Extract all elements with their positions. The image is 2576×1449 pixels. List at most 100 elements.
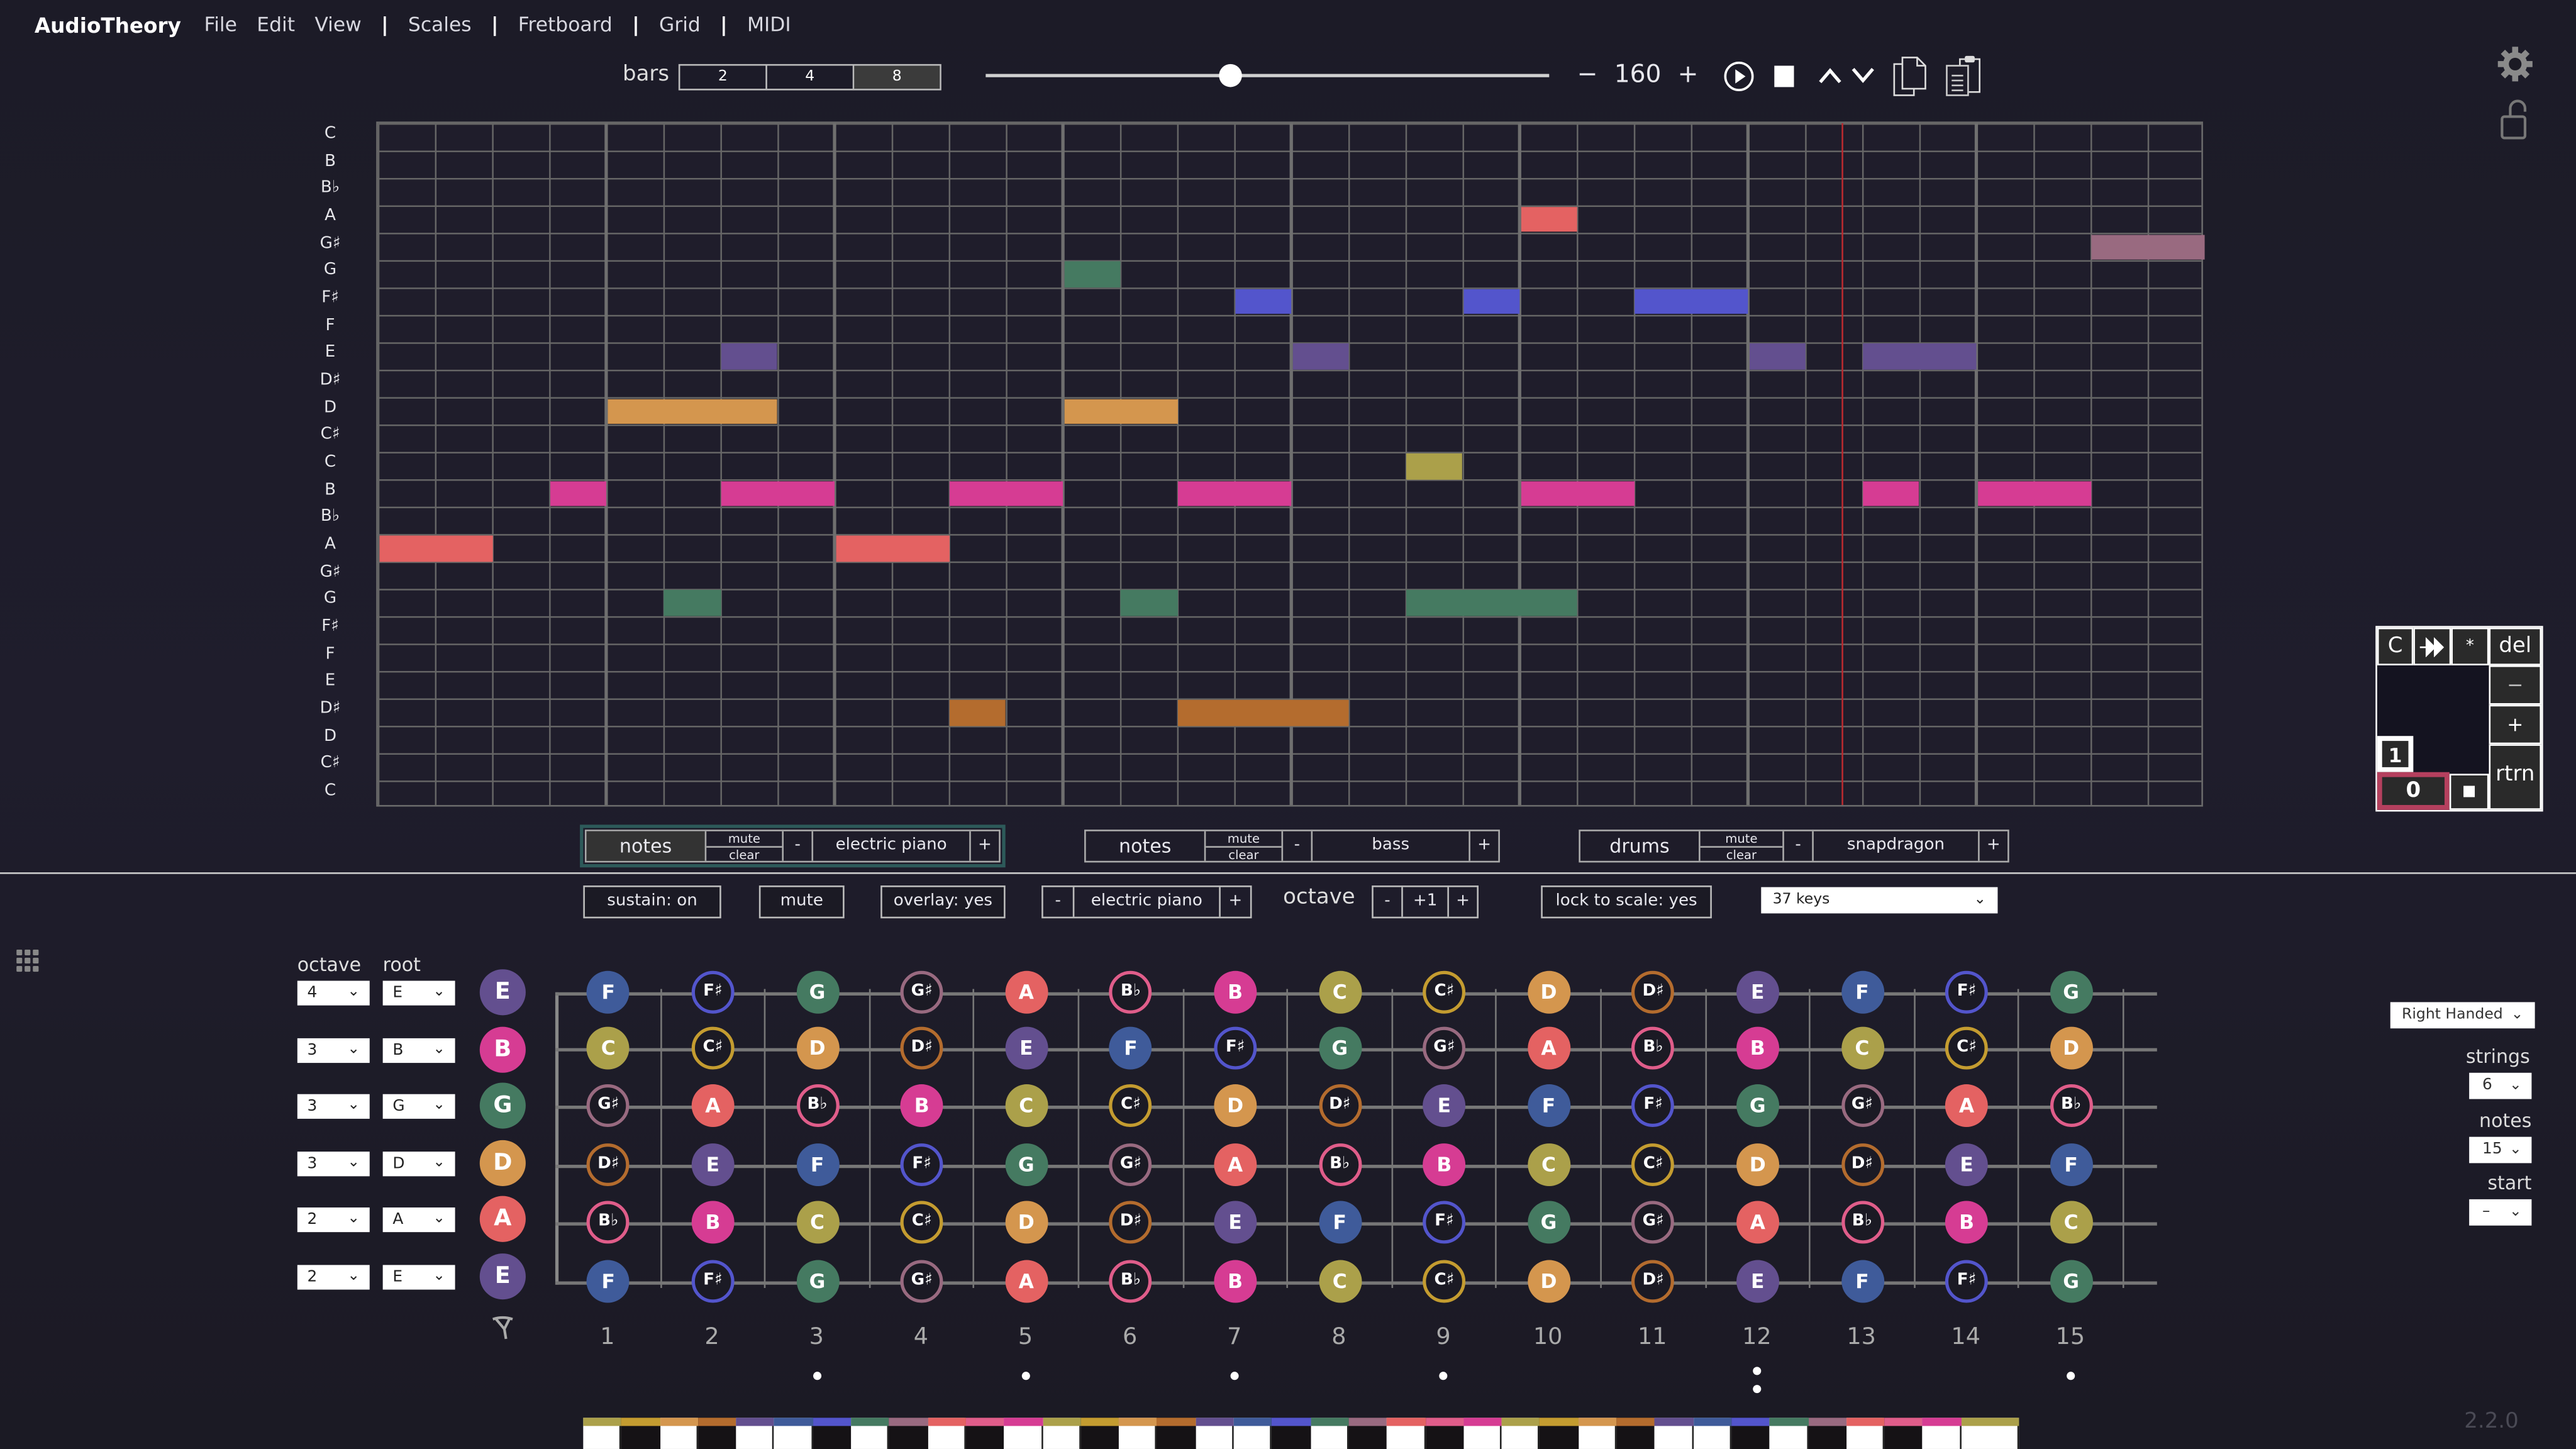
note-block[interactable] (1292, 343, 1348, 370)
fret-note[interactable]: F♯ (1423, 1201, 1466, 1244)
fret-note[interactable]: B♭ (1109, 970, 1152, 1014)
fret-note[interactable]: D♯ (1631, 1260, 1675, 1303)
fret-note[interactable]: D (1004, 1201, 1048, 1244)
fret-note[interactable]: F♯ (1631, 1084, 1675, 1127)
note-block[interactable] (835, 535, 949, 562)
fret-note[interactable]: B♭ (1840, 1201, 1884, 1244)
menu-file[interactable]: File (204, 13, 237, 36)
track-type-button[interactable]: notes (586, 831, 705, 861)
fret-note[interactable]: G♯ (1840, 1084, 1884, 1127)
fret-note[interactable]: G (1527, 1201, 1570, 1244)
string-root-select[interactable]: E ⌄ (382, 980, 455, 1006)
octave-increase-button[interactable]: + (1447, 887, 1477, 917)
fret-note[interactable]: A (691, 1084, 735, 1127)
fret-note[interactable]: C (796, 1201, 839, 1244)
fret-note[interactable]: F (1318, 1201, 1362, 1244)
position-slider-thumb[interactable] (1219, 64, 1242, 87)
fret-note[interactable]: C (1527, 1143, 1570, 1187)
fret-note[interactable]: C♯ (1631, 1143, 1675, 1187)
string-octave-select[interactable]: 3 ⌄ (297, 1094, 370, 1119)
fret-note[interactable]: F♯ (691, 970, 735, 1014)
tempo-increase-button[interactable]: + (1677, 59, 1699, 89)
gear-icon[interactable] (2497, 46, 2533, 82)
instrument-next-button[interactable]: + (1219, 887, 1250, 917)
string-root-select[interactable]: E ⌄ (382, 1265, 455, 1290)
tuning-fork-icon[interactable] (489, 1314, 516, 1341)
fret-note[interactable]: F♯ (1945, 1260, 1989, 1303)
note-block[interactable] (1177, 480, 1292, 507)
note-block[interactable] (607, 398, 778, 425)
note-block[interactable] (663, 590, 721, 616)
keypad-delete-button[interactable]: del (2489, 627, 2542, 665)
mute-button[interactable]: mute (758, 885, 845, 919)
track-clear-button[interactable]: clear (729, 847, 760, 863)
fret-note[interactable]: E (1736, 1260, 1779, 1303)
fret-note[interactable]: B (691, 1201, 735, 1244)
fret-note[interactable]: F (1840, 970, 1884, 1014)
fret-note[interactable]: G (1318, 1026, 1362, 1070)
note-length-value[interactable]: 1 (2377, 736, 2414, 772)
fret-note[interactable]: B♭ (587, 1201, 630, 1244)
octave-decrease-button[interactable]: - (1374, 887, 1403, 917)
fret-note[interactable]: B (1423, 1143, 1466, 1187)
string-octave-select[interactable]: 3 ⌄ (297, 1152, 370, 1177)
fret-note[interactable]: C (1318, 970, 1362, 1014)
fret-note[interactable]: F♯ (691, 1260, 735, 1303)
fret-note[interactable]: G♯ (1109, 1143, 1152, 1187)
paste-icon[interactable] (1945, 54, 1981, 97)
note-block[interactable] (1121, 590, 1177, 616)
fret-note[interactable]: E (691, 1143, 735, 1187)
string-root-select[interactable]: G ⌄ (382, 1094, 455, 1119)
note-block[interactable] (1235, 289, 1292, 315)
fret-note[interactable]: E (1004, 1026, 1048, 1070)
fret-note[interactable]: D♯ (1318, 1084, 1362, 1127)
open-string-note[interactable]: G (479, 1082, 526, 1129)
fret-note[interactable]: C (1318, 1260, 1362, 1303)
fret-note[interactable]: C (1840, 1026, 1884, 1070)
handedness-select[interactable]: Right Handed ⌄ (2390, 1002, 2535, 1029)
track-mute-button[interactable]: mute (1700, 831, 1783, 848)
keys-count-select[interactable]: 37 keys ⌄ (1761, 887, 1998, 914)
fret-note[interactable]: D (1527, 1260, 1570, 1303)
string-octave-select[interactable]: 2 ⌄ (297, 1207, 370, 1233)
instrument-prev-button[interactable]: - (784, 831, 814, 861)
bars-8-button[interactable]: 8 (854, 65, 940, 89)
string-octave-select[interactable]: 2 ⌄ (297, 1265, 370, 1290)
fret-note[interactable]: E (1423, 1084, 1466, 1127)
fret-note[interactable]: C♯ (1945, 1026, 1989, 1070)
fret-note[interactable]: F (1109, 1026, 1152, 1070)
fret-note[interactable]: C♯ (691, 1026, 735, 1070)
fret-note[interactable]: B (1945, 1201, 1989, 1244)
fret-note[interactable]: G (2050, 1260, 2093, 1303)
fret-note[interactable]: C♯ (1423, 1260, 1466, 1303)
menu-fretboard[interactable]: Fretboard (518, 13, 613, 36)
piano-roll-grid[interactable] (376, 121, 2205, 807)
fret-note[interactable]: G (2050, 970, 2093, 1014)
note-block[interactable] (1177, 700, 1348, 726)
fret-note[interactable]: G♯ (587, 1084, 630, 1127)
position-slider-track[interactable] (985, 74, 1550, 77)
note-block[interactable] (721, 480, 835, 507)
fret-note[interactable]: D (796, 1026, 839, 1070)
fret-note[interactable]: C♯ (1423, 970, 1466, 1014)
fret-note[interactable]: B♭ (1109, 1260, 1152, 1303)
open-string-note[interactable]: E (479, 1253, 526, 1300)
instrument-next-button[interactable]: + (1978, 831, 2007, 861)
fret-note[interactable]: E (1214, 1201, 1257, 1244)
fret-note[interactable]: D♯ (1840, 1143, 1884, 1187)
lock-to-scale-toggle[interactable]: lock to scale: yes (1541, 885, 1712, 919)
note-block[interactable] (1063, 398, 1177, 425)
string-root-select[interactable]: B ⌄ (382, 1038, 455, 1063)
track-mute-button[interactable]: mute (706, 831, 782, 848)
fret-note[interactable]: F (2050, 1143, 2093, 1187)
track-mute-button[interactable]: mute (1206, 831, 1282, 848)
fret-note[interactable]: A (1527, 1026, 1570, 1070)
note-block[interactable] (949, 700, 1006, 726)
grid-icon[interactable] (16, 949, 40, 973)
note-block[interactable] (1463, 289, 1520, 315)
bars-4-button[interactable]: 4 (767, 65, 855, 89)
note-block[interactable] (1063, 261, 1120, 287)
keypad-input-field[interactable]: 0 (2377, 772, 2450, 810)
fret-note[interactable]: F (587, 970, 630, 1014)
menu-edit[interactable]: Edit (257, 13, 296, 36)
